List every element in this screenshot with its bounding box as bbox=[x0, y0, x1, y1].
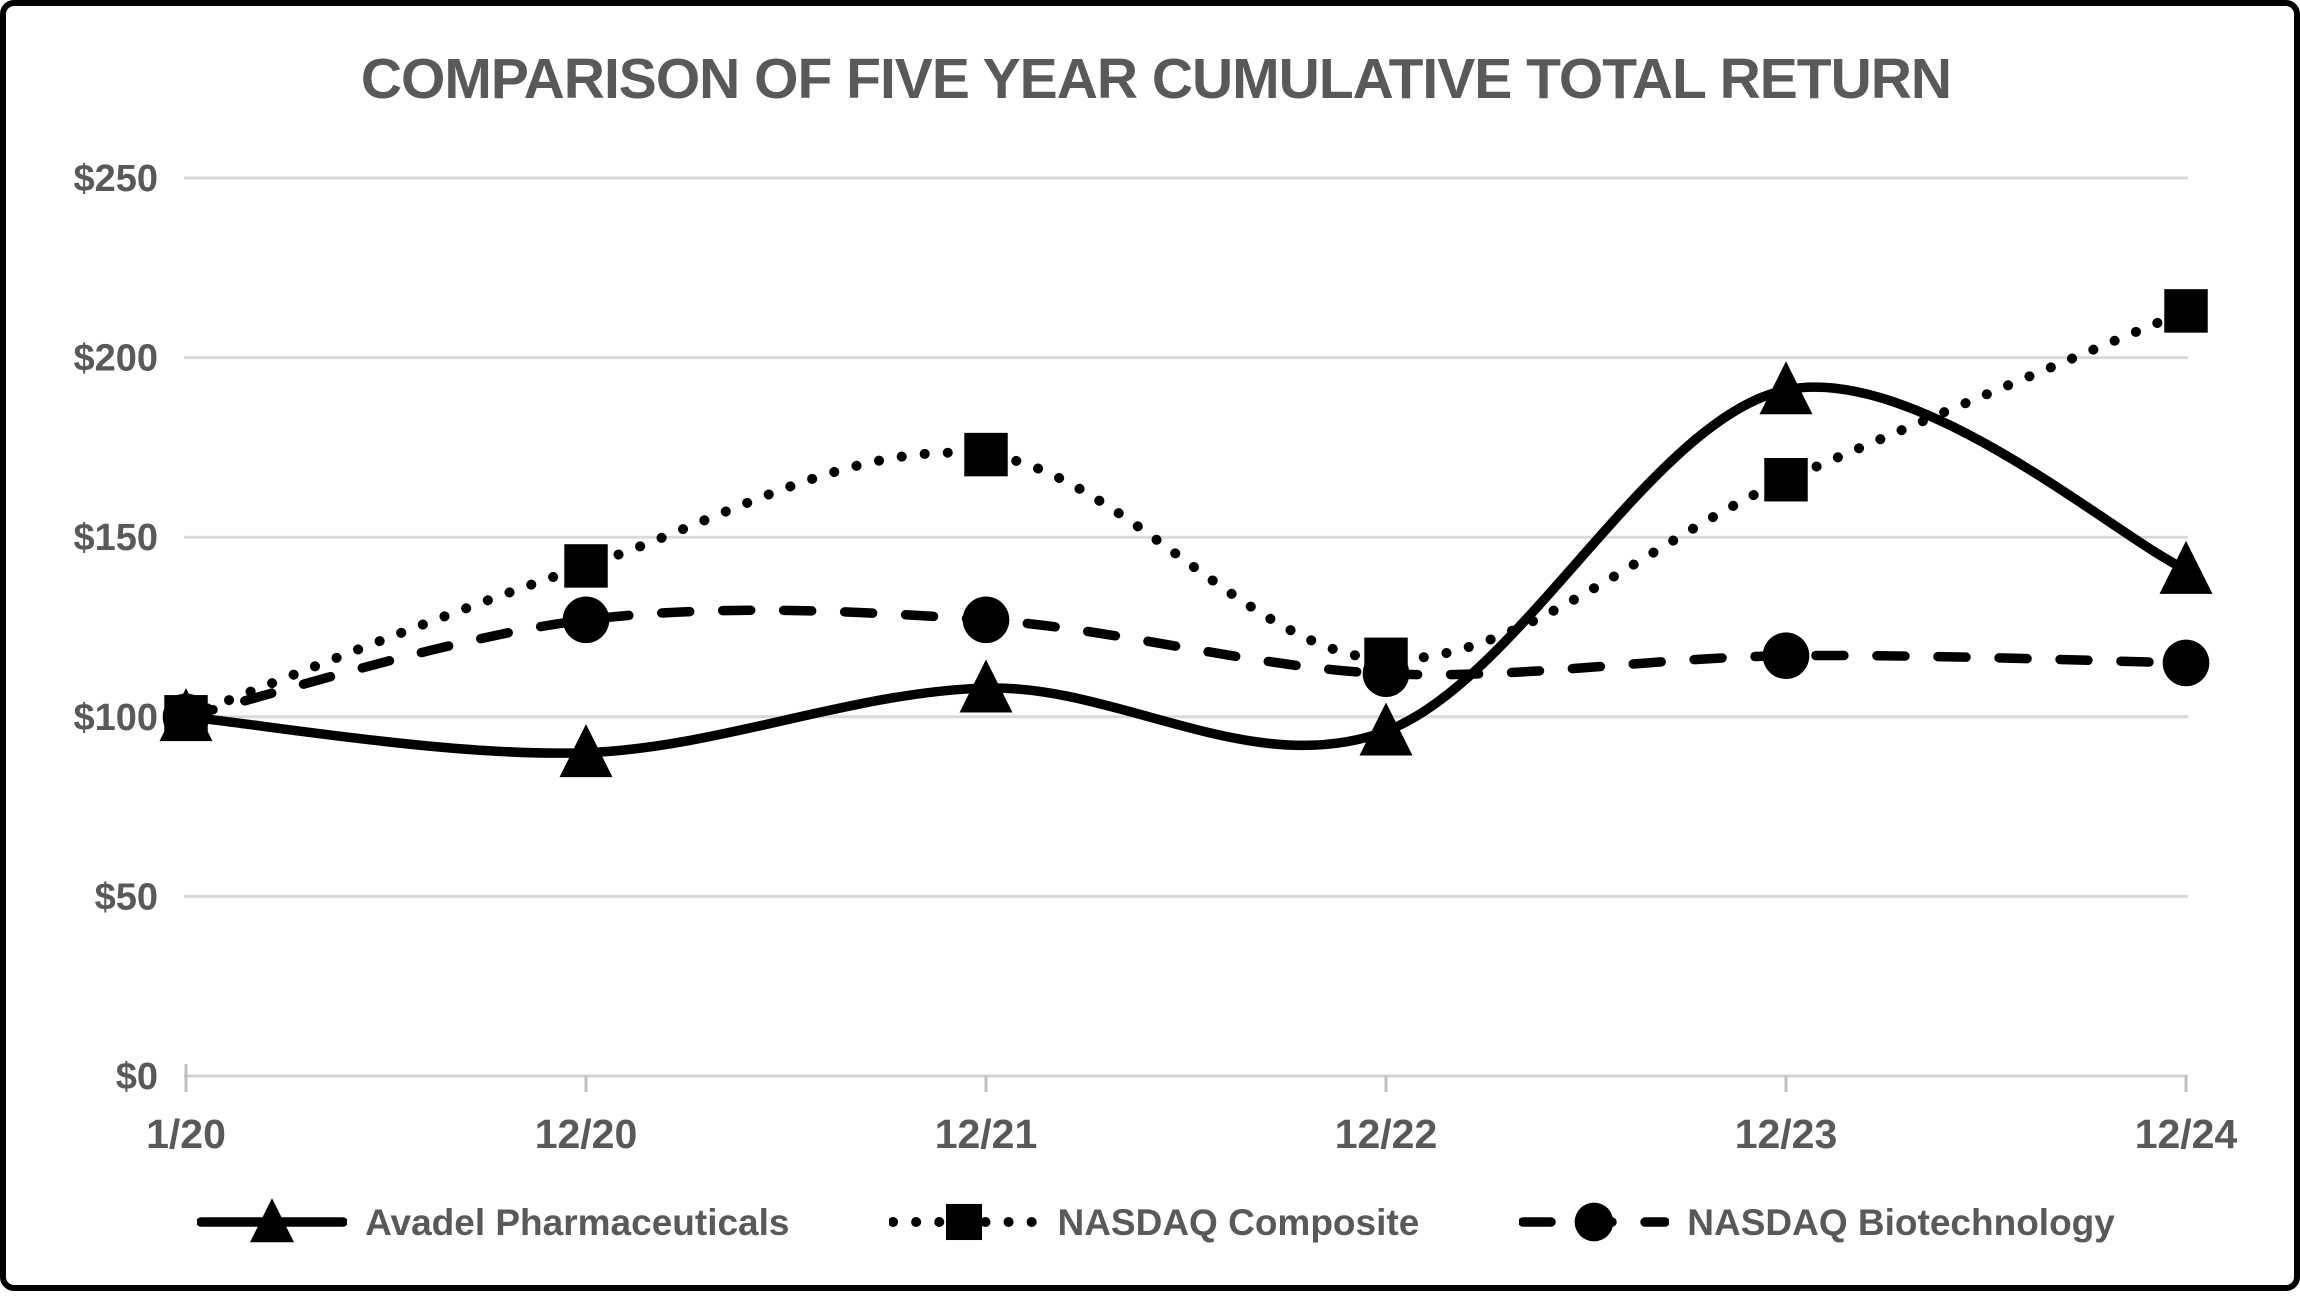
circle-marker bbox=[1762, 632, 1810, 680]
legend-label: NASDAQ Biotechnology bbox=[1687, 1202, 2115, 1243]
plot-area: $0 $50 $100 $150 $200 $250 1/20 12/20 12/21 12/22… bbox=[73, 158, 2238, 1157]
x-axis-label: 12/20 bbox=[535, 1111, 638, 1157]
legend-item-3: NASDAQ Biotechnology bbox=[1519, 1192, 2115, 1254]
dashed-line-sample bbox=[1519, 1202, 1670, 1242]
series-line-triangle bbox=[181, 382, 2191, 758]
legend-label: NASDAQ Composite bbox=[1057, 1202, 1420, 1243]
square-marker bbox=[164, 695, 208, 739]
triangle-marker bbox=[559, 724, 613, 778]
y-axis-label: $250 bbox=[73, 158, 158, 200]
y-axis-label: $200 bbox=[73, 338, 158, 380]
x-axis-label: 12/23 bbox=[1735, 1111, 1838, 1157]
series-line-square bbox=[181, 305, 2191, 722]
circle-marker bbox=[2162, 639, 2210, 687]
x-axis-label: 1/20 bbox=[146, 1111, 226, 1157]
x-axis-label: 12/21 bbox=[935, 1111, 1038, 1157]
dotted-line-sample bbox=[889, 1203, 1040, 1241]
y-axis-label: $0 bbox=[116, 1056, 158, 1098]
triangle-marker bbox=[1359, 702, 1413, 756]
chart-title: COMPARISON OF FIVE YEAR CUMULATIVE TOTAL… bbox=[360, 47, 1952, 111]
legend-item-1: Avadel Pharmaceuticals bbox=[197, 1192, 789, 1254]
x-axis-label: 12/22 bbox=[1335, 1111, 1438, 1157]
square-marker bbox=[564, 544, 608, 588]
triangle-marker bbox=[2159, 540, 2213, 594]
legend-item-2: NASDAQ Composite bbox=[889, 1192, 1419, 1254]
square-marker bbox=[1364, 637, 1408, 682]
triangle-marker bbox=[250, 1198, 295, 1243]
solid-line-sample bbox=[197, 1198, 348, 1243]
series-line-circle bbox=[181, 605, 2191, 722]
y-axis-label: $50 bbox=[95, 876, 158, 918]
square-marker bbox=[946, 1203, 983, 1241]
y-axis-label: $150 bbox=[73, 517, 158, 559]
y-axis-label: $100 bbox=[73, 697, 158, 739]
circle-marker bbox=[562, 596, 610, 644]
square-marker bbox=[964, 432, 1008, 477]
square-marker bbox=[1764, 457, 1808, 502]
x-axis-label: 12/24 bbox=[2135, 1111, 2238, 1157]
circle-marker bbox=[962, 596, 1010, 644]
circle-marker bbox=[1574, 1202, 1614, 1242]
legend-label: Avadel Pharmaceuticals bbox=[365, 1202, 790, 1243]
square-marker bbox=[2164, 289, 2208, 333]
triangle-marker bbox=[959, 659, 1013, 713]
legend: Avadel Pharmaceuticals NASDAQ Composite NA… bbox=[6, 1192, 2300, 1254]
triangle-marker bbox=[1759, 361, 1813, 415]
